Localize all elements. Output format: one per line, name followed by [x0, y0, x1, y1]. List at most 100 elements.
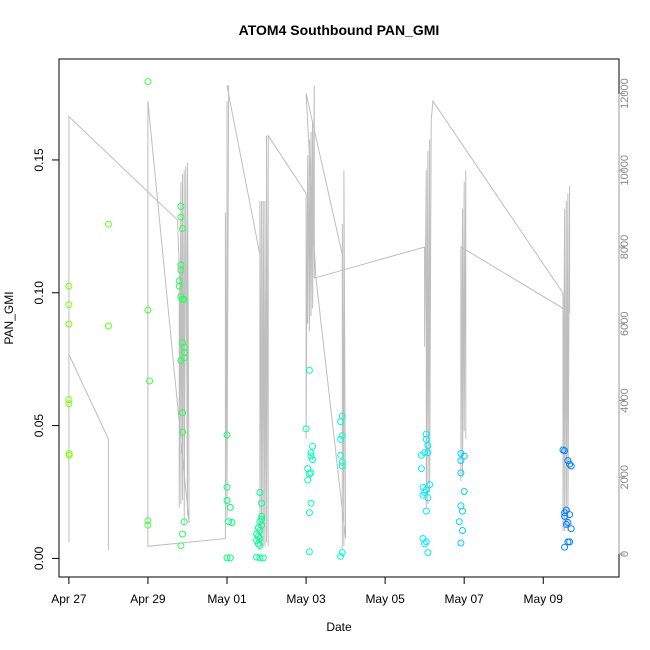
data-point [307, 469, 315, 477]
y-tick-label: 0.00 [32, 546, 46, 570]
data-point [65, 301, 73, 309]
data-point [177, 266, 185, 274]
data-point [561, 543, 569, 551]
y2-tick-label: 12000 [619, 78, 631, 109]
data-point [253, 536, 261, 544]
data-point [259, 554, 267, 562]
data-point [144, 78, 152, 86]
data-point [305, 366, 313, 374]
y2-tick-label: 2000 [619, 465, 631, 489]
data-point [175, 277, 183, 285]
altitude-lines [68, 85, 571, 551]
y-axis: 0.00 0.05 0.10 0.15 [32, 148, 60, 570]
x-tick-label: Apr 29 [130, 592, 166, 606]
data-point [226, 554, 234, 562]
data-point [104, 322, 112, 330]
data-point [256, 518, 264, 526]
data-point [223, 554, 231, 562]
data-point [223, 431, 231, 439]
data-point [457, 457, 465, 465]
y2-tick-label: 8000 [619, 235, 631, 259]
y2-tick-label: 4000 [619, 388, 631, 412]
data-point [564, 519, 572, 526]
y2-tick-label: 10000 [619, 155, 631, 186]
data-point [302, 425, 310, 433]
data-point [223, 497, 231, 504]
data-point [457, 469, 465, 477]
data-point [177, 202, 185, 210]
data-point [177, 357, 185, 364]
data-point [417, 465, 425, 473]
data-point [460, 452, 468, 460]
data-point [421, 540, 429, 548]
data-point [254, 533, 262, 541]
data-point [179, 225, 186, 232]
y2-tick-label: 0 [619, 551, 631, 557]
data-point [144, 306, 152, 314]
data-point [307, 449, 315, 457]
data-point [309, 442, 317, 450]
data-point [422, 538, 430, 546]
data-point [65, 451, 73, 459]
data-point [562, 520, 570, 528]
data-point [226, 503, 234, 511]
y-tick-label: 0.05 [32, 414, 46, 438]
data-point [460, 488, 468, 495]
data-point [179, 428, 186, 436]
data-point [258, 499, 266, 507]
chart-title: ATOM4 Southbound PAN_GMI [239, 22, 440, 38]
data-point [179, 339, 186, 347]
data-point [566, 538, 574, 546]
data-point [309, 456, 317, 464]
data-point [307, 452, 315, 460]
data-point [338, 462, 346, 470]
x-tick-label: May 07 [444, 592, 484, 606]
data-point [144, 521, 152, 529]
data-points [65, 78, 575, 562]
data-point [256, 542, 264, 550]
data-point [422, 430, 430, 438]
data-point [455, 518, 463, 526]
x-tick-label: May 09 [524, 592, 564, 606]
y-tick-label: 0.10 [32, 281, 46, 305]
data-point [305, 509, 313, 517]
x-tick-label: May 03 [286, 592, 326, 606]
data-point [561, 512, 569, 520]
data-point [304, 476, 312, 484]
data-point [104, 220, 112, 228]
x-axis: Apr 27 Apr 29 May 01 May 03 May 05 May 07 May … [51, 576, 564, 606]
data-point [417, 451, 425, 459]
y2-axis: 0 2000 4000 6000 8000 10000 12000 [618, 78, 631, 557]
data-point [144, 517, 152, 525]
data-point [459, 527, 466, 534]
data-point [305, 548, 313, 556]
data-point [179, 530, 186, 538]
data-point [228, 519, 236, 526]
data-point [566, 460, 574, 468]
data-point [65, 400, 73, 408]
data-point [338, 549, 346, 557]
data-point [223, 483, 231, 491]
data-point [175, 282, 183, 290]
data-point [424, 549, 432, 557]
data-point [180, 349, 188, 356]
data-point [424, 449, 432, 457]
data-point [424, 442, 432, 449]
data-point [561, 447, 569, 455]
data-point [337, 451, 345, 459]
data-point [65, 396, 73, 404]
data-point [422, 507, 430, 515]
y-tick-label: 0.15 [32, 148, 46, 172]
data-point [564, 457, 572, 465]
data-point [180, 295, 188, 303]
data-point [457, 539, 465, 547]
x-tick-label: May 01 [207, 592, 247, 606]
data-point [65, 320, 73, 328]
data-point [338, 432, 346, 440]
data-point [65, 282, 73, 290]
data-point [459, 507, 466, 515]
data-point [256, 489, 264, 496]
data-point [337, 552, 345, 560]
y-axis-label: PAN_GMI [2, 291, 16, 344]
